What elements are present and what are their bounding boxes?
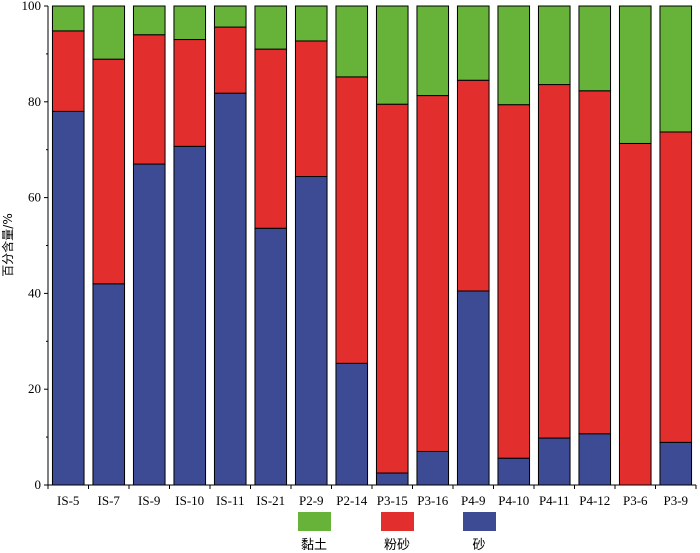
bar-segment-IS-21-1 bbox=[254, 48, 288, 229]
bar-segment-P3-9-1 bbox=[659, 131, 693, 443]
x-tick-label: P3-15 bbox=[377, 493, 408, 508]
x-tick-label: P3-6 bbox=[623, 493, 648, 508]
bar-segment-IS-10-2 bbox=[173, 5, 207, 41]
y-tick-label: 100 bbox=[22, 0, 42, 13]
legend-swatch-1 bbox=[381, 512, 414, 531]
x-tick-label: P3-16 bbox=[417, 493, 449, 508]
bar-segment-P4-11-1 bbox=[537, 84, 571, 439]
bar-segment-IS-7-0 bbox=[92, 283, 126, 486]
legend-label-0: 黏土 bbox=[301, 537, 327, 553]
y-axis-label: 百分含量/% bbox=[0, 213, 15, 276]
bar-segment-P3-15-1 bbox=[375, 103, 409, 474]
y-axis-title: 百分含量/% bbox=[0, 213, 15, 276]
bar-segment-P2-14-2 bbox=[335, 5, 369, 78]
legend-swatch-0 bbox=[298, 512, 331, 531]
bar-segment-P4-9-2 bbox=[456, 5, 490, 81]
bar-segment-IS-9-1 bbox=[132, 34, 166, 165]
x-tick-label: P4-10 bbox=[498, 493, 529, 508]
x-tick-label: IS-11 bbox=[216, 493, 244, 508]
bar-segment-P3-15-0 bbox=[375, 472, 409, 486]
bar-segment-IS-9-0 bbox=[132, 163, 166, 486]
x-tick-label: IS-10 bbox=[175, 493, 204, 508]
x-tick-label: IS-21 bbox=[256, 493, 285, 508]
bar-segment-IS-10-1 bbox=[173, 39, 207, 147]
bar-segment-P4-12-1 bbox=[578, 90, 612, 435]
legend: 黏土 粉砂 砂 bbox=[298, 512, 496, 553]
bar-segment-P3-15-2 bbox=[375, 5, 409, 105]
bar-segment-P4-10-2 bbox=[497, 5, 531, 106]
bars: IS-5 IS-7 IS-9 IS-10 IS-11 IS-21 P2-9 P2-14 P3-1… bbox=[51, 5, 693, 508]
y-tick-label: 80 bbox=[28, 94, 41, 109]
bar-segment-P2-14-0 bbox=[335, 362, 369, 486]
x-tick-label: P2-14 bbox=[336, 493, 368, 508]
legend-swatch-2 bbox=[463, 512, 496, 531]
bar-segment-IS-7-2 bbox=[92, 5, 126, 60]
y-tick-label: 60 bbox=[28, 190, 41, 205]
x-tick-label: IS-9 bbox=[138, 493, 160, 508]
bar-segment-IS-9-2 bbox=[132, 5, 166, 36]
bar-segment-P3-6-1 bbox=[618, 142, 652, 486]
x-tick-label: P4-12 bbox=[579, 493, 610, 508]
bar-segment-IS-21-2 bbox=[254, 5, 288, 50]
bar-segment-P4-9-1 bbox=[456, 79, 490, 292]
bar-segment-P4-11-2 bbox=[537, 5, 571, 86]
x-tick-label: P4-11 bbox=[539, 493, 570, 508]
bar-segment-IS-11-1 bbox=[213, 26, 247, 94]
bar-segment-P3-16-2 bbox=[416, 5, 450, 97]
legend-label-2: 砂 bbox=[472, 538, 485, 553]
bar-segment-P3-16-1 bbox=[416, 95, 450, 452]
x-tick-label: P4-9 bbox=[461, 493, 486, 508]
y-tick-label: 40 bbox=[28, 285, 41, 300]
bar-segment-IS-10-0 bbox=[173, 145, 207, 486]
bar-segment-IS-11-0 bbox=[213, 92, 247, 486]
bar-segment-P4-12-2 bbox=[578, 5, 612, 92]
bar-segment-P3-9-0 bbox=[659, 441, 693, 486]
bar-segment-P2-9-0 bbox=[294, 176, 328, 486]
bar-segment-P4-10-1 bbox=[497, 104, 531, 459]
legend-label-1: 粉砂 bbox=[384, 538, 410, 553]
x-tick-label: P2-9 bbox=[299, 493, 324, 508]
bar-segment-IS-21-0 bbox=[254, 227, 288, 486]
x-tick-label: IS-7 bbox=[98, 493, 121, 508]
bar-segment-IS-5-1 bbox=[51, 30, 85, 112]
bar-segment-P2-14-1 bbox=[335, 76, 369, 364]
bar-segment-IS-11-2 bbox=[213, 5, 247, 28]
x-tick-label: IS-5 bbox=[57, 493, 79, 508]
bar-segment-P3-9-2 bbox=[659, 5, 693, 133]
bar-segment-IS-5-2 bbox=[51, 5, 85, 32]
axes: 0 20 40 60 80 100 bbox=[22, 0, 697, 492]
bar-segment-P4-11-0 bbox=[537, 437, 571, 486]
bar-segment-P4-10-0 bbox=[497, 457, 531, 486]
bar-segment-IS-7-1 bbox=[92, 58, 126, 285]
bar-segment-IS-5-0 bbox=[51, 110, 85, 486]
bar-segment-P2-9-1 bbox=[294, 40, 328, 178]
bar-segment-P3-6-2 bbox=[618, 5, 652, 144]
x-tick-label: P3-9 bbox=[663, 493, 688, 508]
bar-segment-P3-16-0 bbox=[416, 450, 450, 486]
y-tick-label: 20 bbox=[28, 381, 41, 396]
bar-segment-P4-9-0 bbox=[456, 290, 490, 486]
y-tick-label: 0 bbox=[35, 477, 42, 492]
bar-segment-P2-9-2 bbox=[294, 5, 328, 42]
bar-segment-P4-12-0 bbox=[578, 433, 612, 486]
